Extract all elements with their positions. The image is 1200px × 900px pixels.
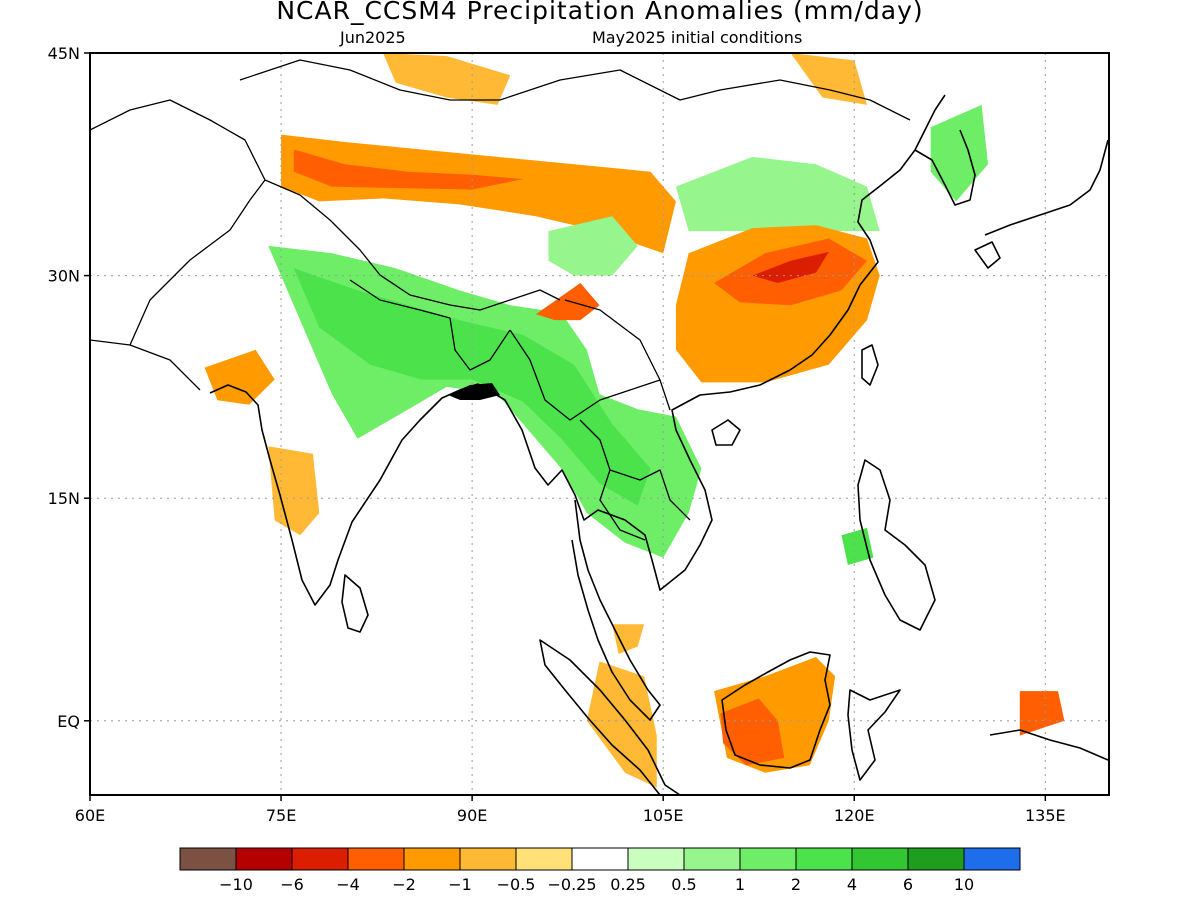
axis-labels: 60E 75E 90E 105E 120E 135E 45N 30N 15N EQ xyxy=(48,44,1066,825)
anomaly-region-himalaya-wet-core xyxy=(293,268,651,506)
anomaly-region-west-india-dry xyxy=(204,349,275,405)
colorbar-swatch xyxy=(963,847,1021,871)
colorbar-swatch xyxy=(291,847,349,871)
map-title: NCAR_CCSM4 Precipitation Anomalies (mm/d… xyxy=(276,0,924,25)
borneo-coastline xyxy=(721,651,831,769)
colorbar-swatch xyxy=(683,847,741,871)
colorbar-label: −6 xyxy=(280,875,304,894)
colorbar-label: 1 xyxy=(735,875,745,894)
forecast-month-label: Jun2025 xyxy=(340,28,406,47)
colorbar-swatch xyxy=(179,847,237,871)
colorbar-label: −0.25 xyxy=(547,875,596,894)
colorbar-label: −0.5 xyxy=(497,875,536,894)
anomaly-region-sumatra-dry xyxy=(586,661,657,788)
lat-lon-grid xyxy=(90,53,1109,795)
colorbar-swatch xyxy=(571,847,629,871)
lon-tick-label: 135E xyxy=(1025,806,1066,825)
anomaly-region-north-tibet-dry xyxy=(281,134,676,254)
new-guinea-coastline xyxy=(989,729,1109,761)
anomaly-region-west-ghats-dry xyxy=(268,446,320,536)
colorbar-label: −2 xyxy=(392,875,416,894)
colorbar-swatch xyxy=(459,847,517,871)
kyushu-coastline xyxy=(974,241,1001,269)
colorbar-label: 10 xyxy=(954,875,974,894)
colorbar-label: 6 xyxy=(903,875,913,894)
colorbar-swatch xyxy=(515,847,573,871)
anomaly-region-south-china-dry-inner xyxy=(752,251,829,283)
colorbar-label: 0.5 xyxy=(671,875,696,894)
taiwan-coastline xyxy=(861,344,879,386)
colorbar-label: −1 xyxy=(448,875,472,894)
anomaly-region-northeast-china-dry xyxy=(790,53,867,105)
colorbar-label: −4 xyxy=(336,875,360,894)
lon-tick-label: 75E xyxy=(266,806,296,825)
coastlines-and-borders xyxy=(90,59,1109,795)
philippines-coastline xyxy=(857,459,936,631)
colorbar-label: 4 xyxy=(847,875,857,894)
anomaly-region-png-dry xyxy=(1019,691,1065,736)
colorbar-label: 2 xyxy=(791,875,801,894)
anomaly-region-korea-wet xyxy=(930,104,988,202)
anomaly-region-east-himalaya-dry xyxy=(535,283,600,321)
anomaly-shading xyxy=(204,53,1065,788)
anomaly-region-philippines-wet xyxy=(841,527,874,565)
sumatra-coastline xyxy=(539,639,681,795)
colorbar-swatch xyxy=(235,847,293,871)
colorbar-swatch xyxy=(347,847,405,871)
lon-tick-label: 90E xyxy=(457,806,487,825)
colorbar-swatch xyxy=(403,847,461,871)
malay-peninsula-coastline xyxy=(571,499,661,721)
korea-coastline xyxy=(914,129,976,206)
colorbar-swatch xyxy=(739,847,797,871)
indochina-coastline xyxy=(477,369,791,591)
colorbar-swatch xyxy=(907,847,965,871)
lat-tick-label: EQ xyxy=(57,712,80,731)
anomaly-region-sumatra-dry-north xyxy=(612,624,645,654)
sri-lanka-coastline xyxy=(341,574,369,633)
map-frame xyxy=(89,52,1110,796)
ganges-delta xyxy=(448,383,500,400)
lat-tick-label: 15N xyxy=(48,489,80,508)
anomaly-region-mongolia-dry xyxy=(383,53,511,105)
colorbar-swatch xyxy=(851,847,909,871)
china-coastline xyxy=(789,94,946,371)
anomaly-region-north-tibet-dry-core xyxy=(293,149,524,190)
japan-coastline xyxy=(984,139,1109,236)
lon-tick-label: 105E xyxy=(643,806,684,825)
country-borders xyxy=(90,59,911,541)
colorbar-swatch xyxy=(627,847,685,871)
anomaly-region-borneo-dry-core xyxy=(720,698,785,766)
lat-tick-label: 45N xyxy=(48,44,80,63)
anomaly-region-north-china-wet xyxy=(675,156,880,232)
lat-tick-label: 30N xyxy=(48,267,80,286)
hainan-coastline xyxy=(711,419,741,446)
india-coastline xyxy=(209,383,479,606)
anomaly-region-sichuan-wet xyxy=(548,216,638,276)
colorbar-swatch xyxy=(795,847,853,871)
colorbar-label: −10 xyxy=(219,875,253,894)
colorbar-label: 0.25 xyxy=(610,875,646,894)
lon-tick-label: 120E xyxy=(834,806,875,825)
lon-tick-label: 60E xyxy=(75,806,105,825)
sulawesi-coastline xyxy=(847,689,901,781)
colorbar-legend: −10 −6 −4 −2 −1 −0.5 −0.25 0.25 0.5 1 2 4 6 10 xyxy=(179,847,1021,894)
initial-conditions-label: May2025 initial conditions xyxy=(592,28,803,47)
